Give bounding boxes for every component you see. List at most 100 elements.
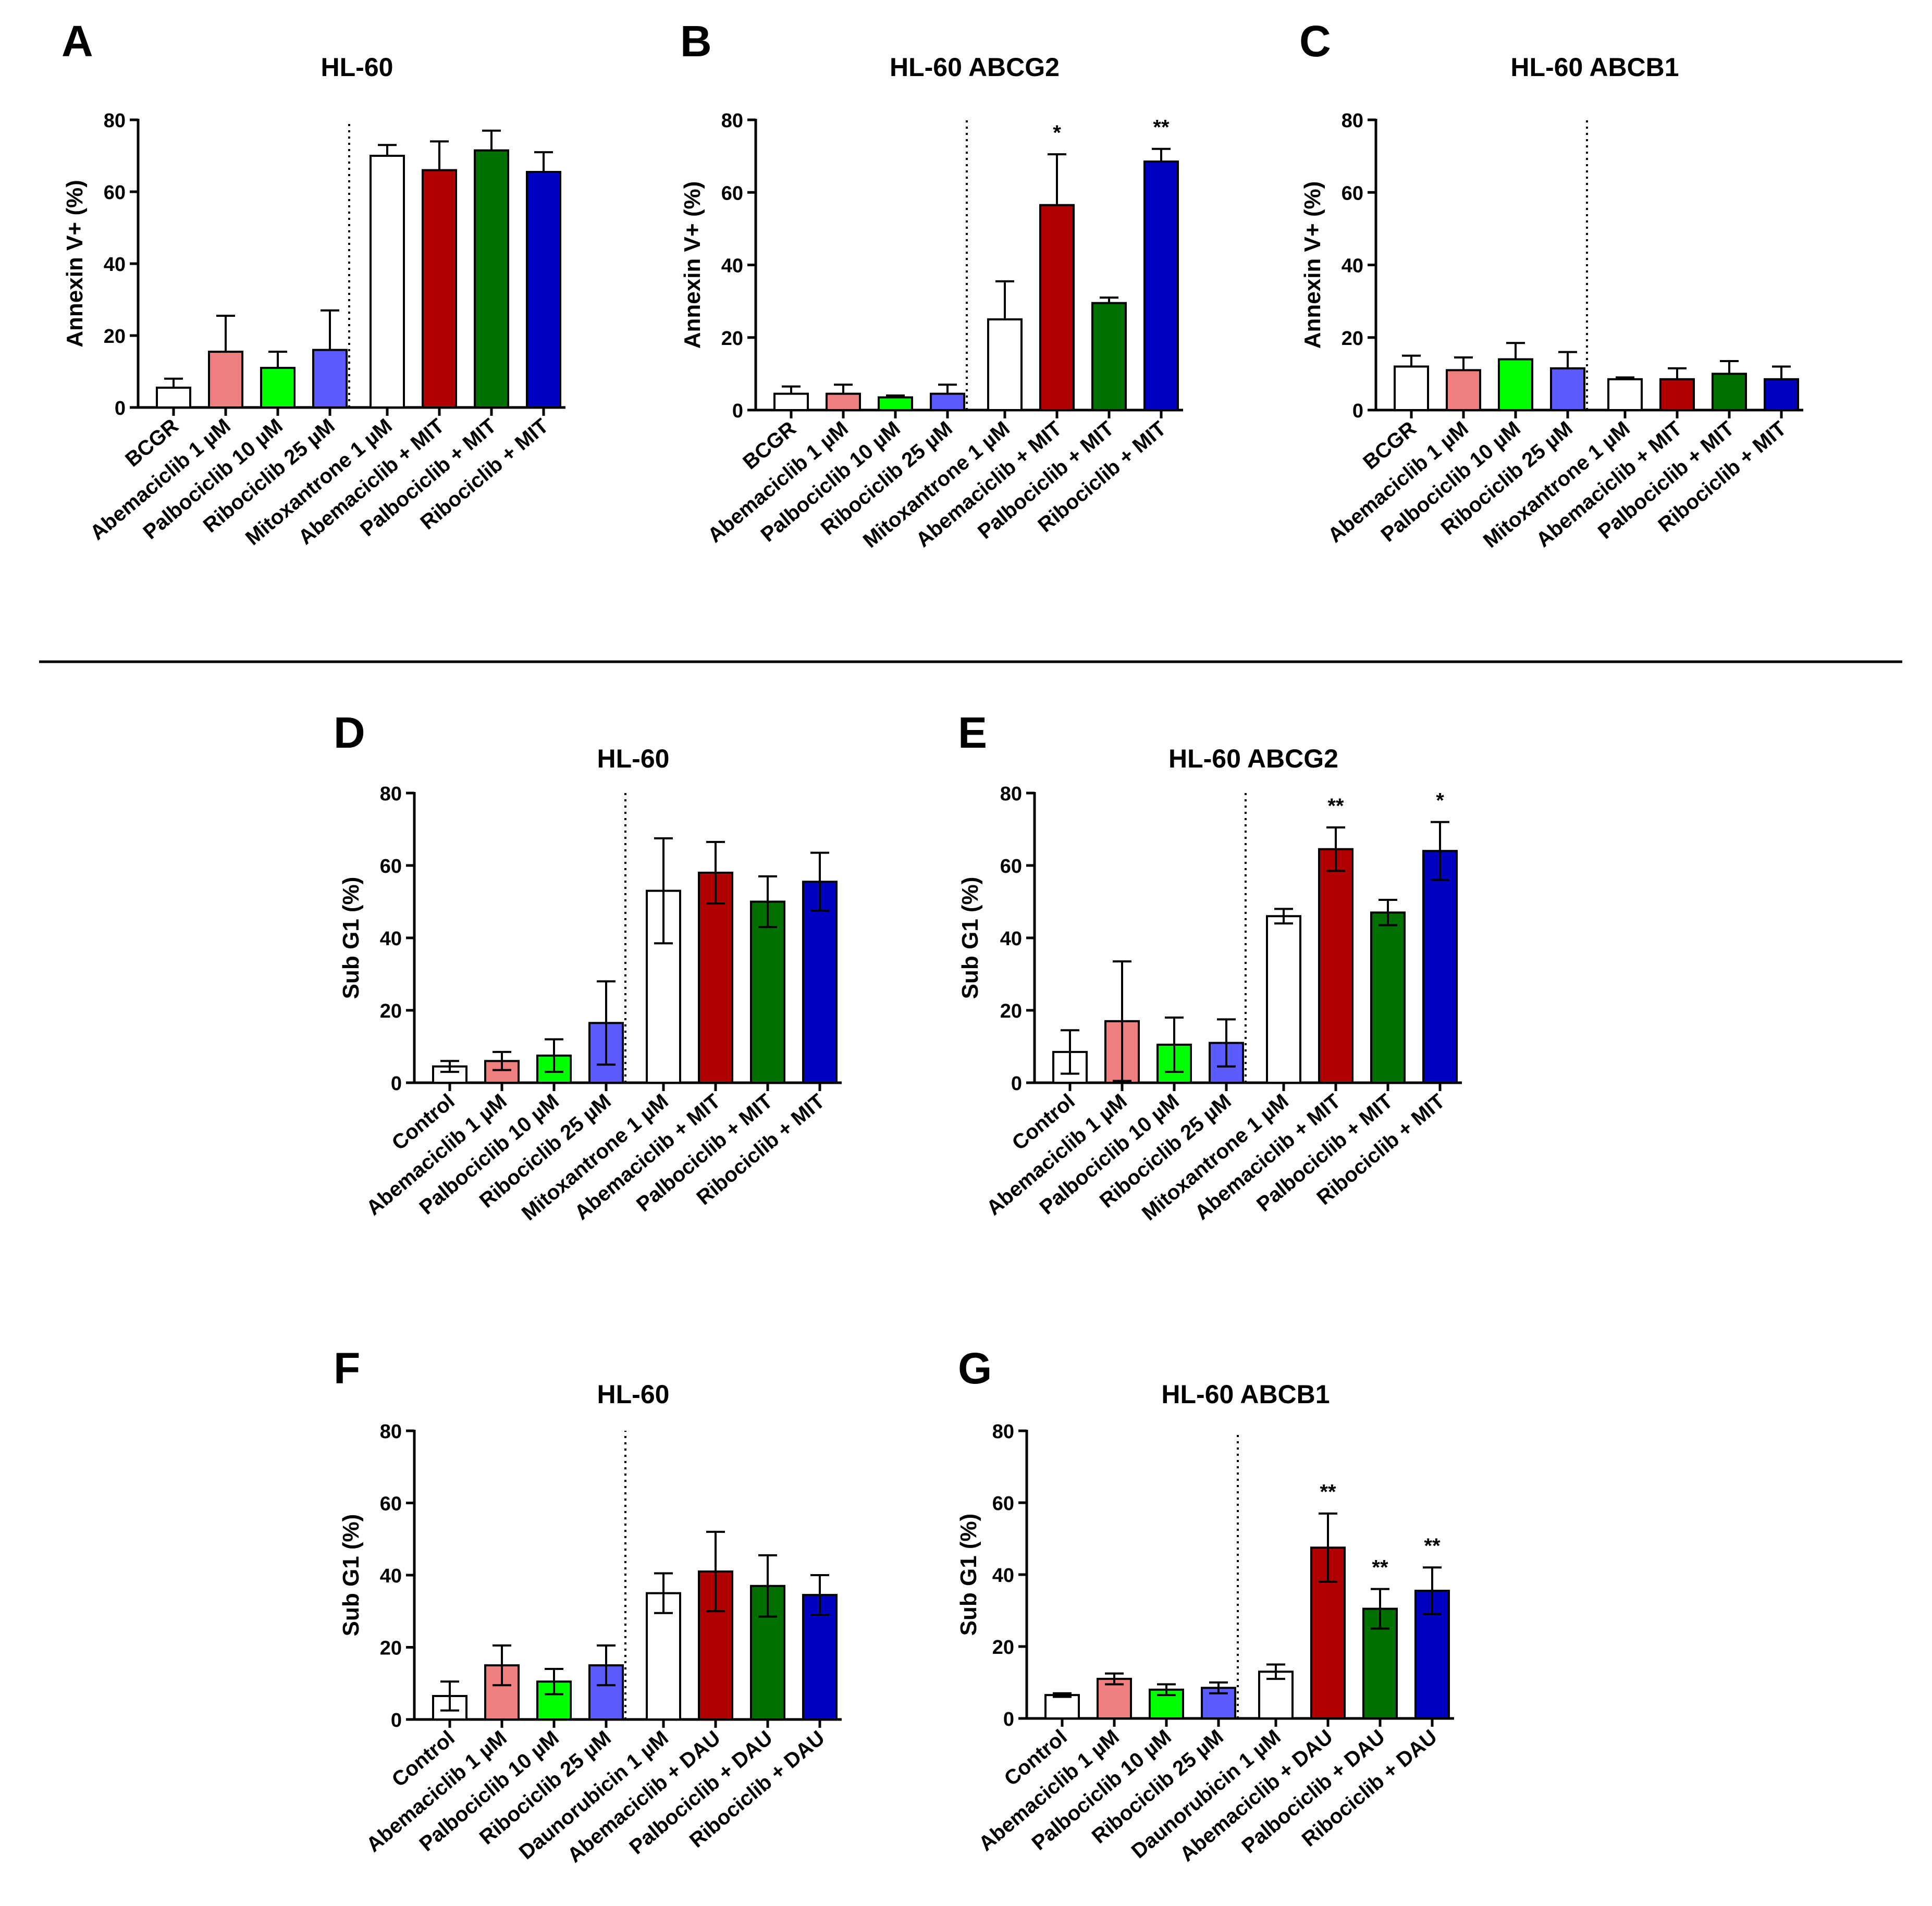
bar: [987, 318, 1023, 411]
chart-title: HL-60 ABCG2: [890, 53, 1060, 82]
bar: [1712, 373, 1747, 411]
significance-mark: *: [1053, 121, 1061, 144]
chart-title: HL-60: [597, 1380, 670, 1409]
bar: [646, 1592, 681, 1721]
panel-letter: D: [334, 708, 365, 757]
bar: [802, 881, 838, 1084]
bar: [1446, 369, 1481, 411]
bar: [1422, 850, 1458, 1084]
bar: [773, 392, 809, 412]
y-axis-label: Sub G1 (%): [956, 1514, 981, 1636]
y-tick-label: 80: [380, 783, 402, 805]
bar: [1266, 915, 1301, 1084]
significance-mark: **: [1153, 116, 1170, 139]
y-tick-label: 80: [1000, 783, 1022, 805]
significance-mark: **: [1327, 795, 1344, 818]
y-axis-label: Annexin V+ (%): [1300, 181, 1325, 349]
y-tick-label: 0: [1352, 400, 1363, 422]
bar: [698, 871, 733, 1084]
significance-mark: *: [1436, 789, 1444, 812]
bar: [1659, 378, 1695, 411]
chart-title: HL-60: [321, 53, 393, 82]
bar: [474, 149, 509, 409]
panel-letter: E: [958, 708, 987, 757]
bar: [1318, 848, 1353, 1084]
y-tick-label: 20: [380, 1000, 402, 1022]
y-tick-label: 20: [104, 326, 126, 348]
y-tick-label: 0: [732, 400, 743, 422]
bar: [1143, 160, 1179, 411]
y-axis-label: Sub G1 (%): [957, 877, 983, 999]
y-tick-label: 40: [992, 1565, 1014, 1587]
bar: [646, 889, 681, 1084]
bar: [1764, 378, 1799, 411]
y-tick-label: 0: [115, 398, 126, 419]
panel-letter: C: [1299, 17, 1331, 66]
chart-title: HL-60 ABCG2: [1168, 744, 1338, 773]
significance-mark: **: [1320, 1481, 1336, 1504]
bar: [826, 392, 861, 412]
y-tick-label: 0: [391, 1710, 402, 1731]
y-tick-label: 20: [992, 1637, 1014, 1659]
bar: [1044, 1694, 1080, 1719]
bar: [1607, 378, 1643, 411]
bar: [878, 396, 913, 411]
y-tick-label: 20: [1000, 1000, 1022, 1022]
y-tick-label: 40: [380, 928, 402, 950]
bar: [1091, 302, 1127, 412]
y-tick-label: 80: [1342, 110, 1363, 132]
y-tick-label: 80: [721, 110, 743, 132]
bar: [260, 367, 296, 409]
bar: [1370, 911, 1406, 1084]
panel-letter: G: [958, 1344, 992, 1393]
chart-title: HL-60: [597, 744, 670, 773]
y-axis-label: Sub G1 (%): [338, 877, 364, 999]
bar: [1498, 358, 1533, 412]
bar: [750, 900, 785, 1084]
y-tick-label: 60: [1000, 856, 1022, 877]
bar: [1097, 1678, 1132, 1720]
y-tick-label: 60: [1342, 182, 1363, 204]
y-tick-label: 0: [1003, 1709, 1014, 1730]
y-tick-label: 40: [721, 255, 743, 277]
panel-letter: F: [334, 1344, 360, 1393]
y-tick-label: 60: [104, 182, 126, 204]
chart-title: HL-60 ABCB1: [1161, 1380, 1330, 1409]
y-tick-label: 20: [380, 1638, 402, 1660]
significance-mark: **: [1424, 1534, 1441, 1557]
panel-letter: A: [61, 17, 93, 66]
y-tick-label: 80: [380, 1421, 402, 1443]
bar: [312, 349, 348, 409]
y-tick-label: 40: [104, 254, 126, 276]
y-tick-label: 20: [721, 328, 743, 350]
y-axis-label: Annexin V+ (%): [680, 181, 705, 349]
bar: [156, 387, 191, 409]
bar: [370, 155, 405, 409]
y-tick-label: 0: [391, 1073, 402, 1095]
bar: [930, 392, 965, 412]
y-tick-label: 40: [380, 1565, 402, 1587]
y-tick-label: 40: [1342, 255, 1363, 277]
bar: [526, 171, 561, 409]
y-axis-label: Sub G1 (%): [338, 1514, 364, 1637]
significance-mark: **: [1372, 1556, 1388, 1579]
y-tick-label: 80: [104, 110, 126, 132]
y-tick-label: 40: [1000, 928, 1022, 950]
y-tick-label: 60: [721, 182, 743, 204]
panel-letter: B: [680, 17, 712, 66]
y-tick-label: 60: [380, 856, 402, 877]
y-tick-label: 60: [992, 1493, 1014, 1515]
bar: [422, 169, 457, 409]
y-axis-label: Annexin V+ (%): [62, 180, 88, 348]
y-tick-label: 0: [1011, 1073, 1022, 1095]
y-tick-label: 60: [380, 1493, 402, 1515]
